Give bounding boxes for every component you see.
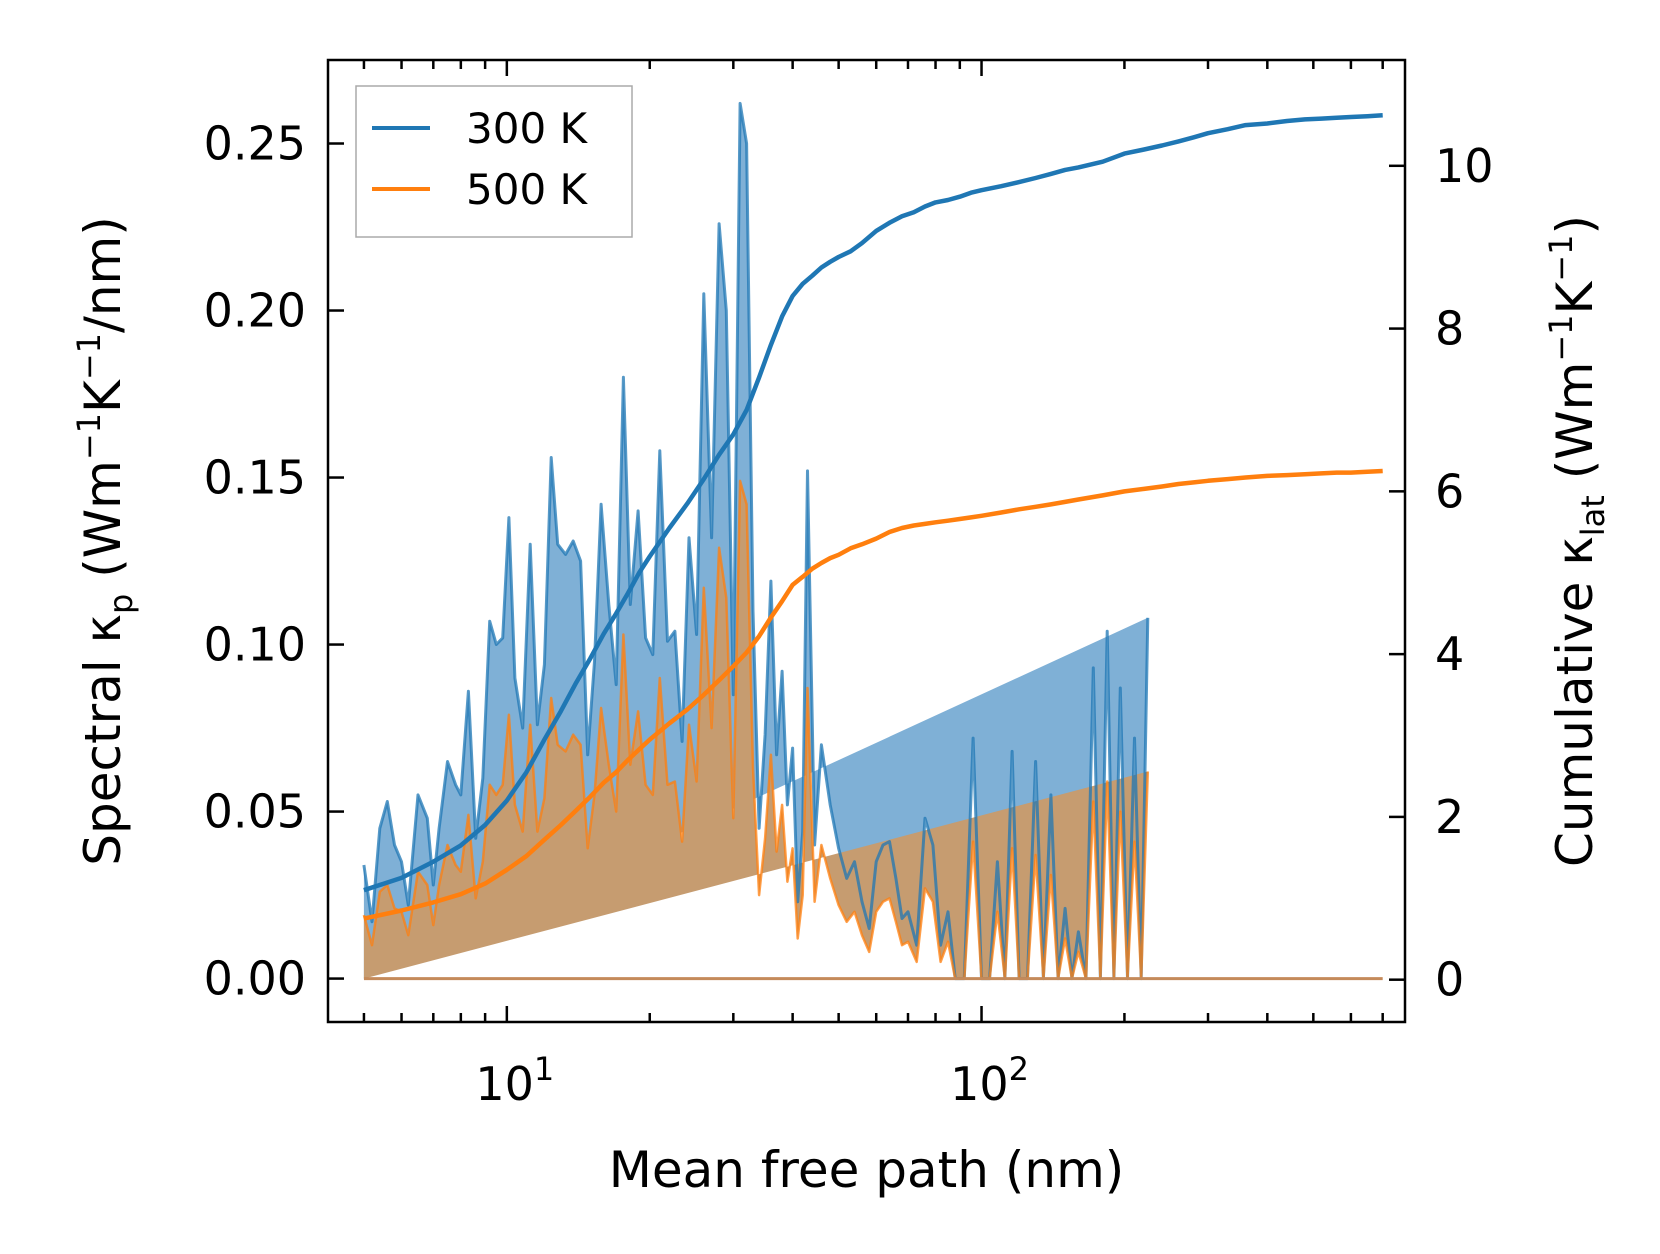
axis-ticks [328,60,1405,1022]
legend-label-300k: 300 K [466,104,589,153]
x-tick-label: 101 [475,1050,554,1111]
y-left-tick-label: 0.00 [204,952,306,1006]
cumulative-line-500k [363,468,1383,921]
y-right-tick-label: 2 [1435,790,1464,844]
x-tick-label: 102 [950,1050,1029,1111]
legend: 300 K 500 K [355,85,633,238]
legend-box [355,85,633,238]
y-left-tick-label: 0.15 [204,451,306,505]
y-left-tick-label: 0.10 [204,618,306,672]
y-right-tick-label: 0 [1435,953,1464,1007]
cumulative-lines [363,113,1383,921]
spectral-fill-areas [363,103,1148,979]
legend-label-500k: 500 K [466,165,589,214]
y-right-tick-label: 10 [1435,139,1494,193]
y-axis-label-left: Spectral κp (Wm−1K−1/nm) [70,216,140,866]
y-right-tick-label: 6 [1435,464,1464,518]
spectral-line-500k [362,479,1150,980]
y-left-tick-label: 0.25 [204,117,306,171]
spectral-lines [362,101,1383,981]
x-axis-label: Mean free path (nm) [609,1141,1125,1199]
y-left-tick-label: 0.20 [204,284,306,338]
plot-frame [326,58,1407,1024]
y-left-tick-label: 0.05 [204,785,306,839]
spectral-fill-500k [363,480,1148,979]
spectral-line-300k [362,101,1150,981]
y-axis-label-right: Cumulative κlat (Wm−1K−1) [1542,215,1612,867]
y-right-tick-label: 4 [1435,627,1464,681]
y-right-tick-label: 8 [1435,302,1464,356]
cumulative-line-300k [363,113,1383,893]
